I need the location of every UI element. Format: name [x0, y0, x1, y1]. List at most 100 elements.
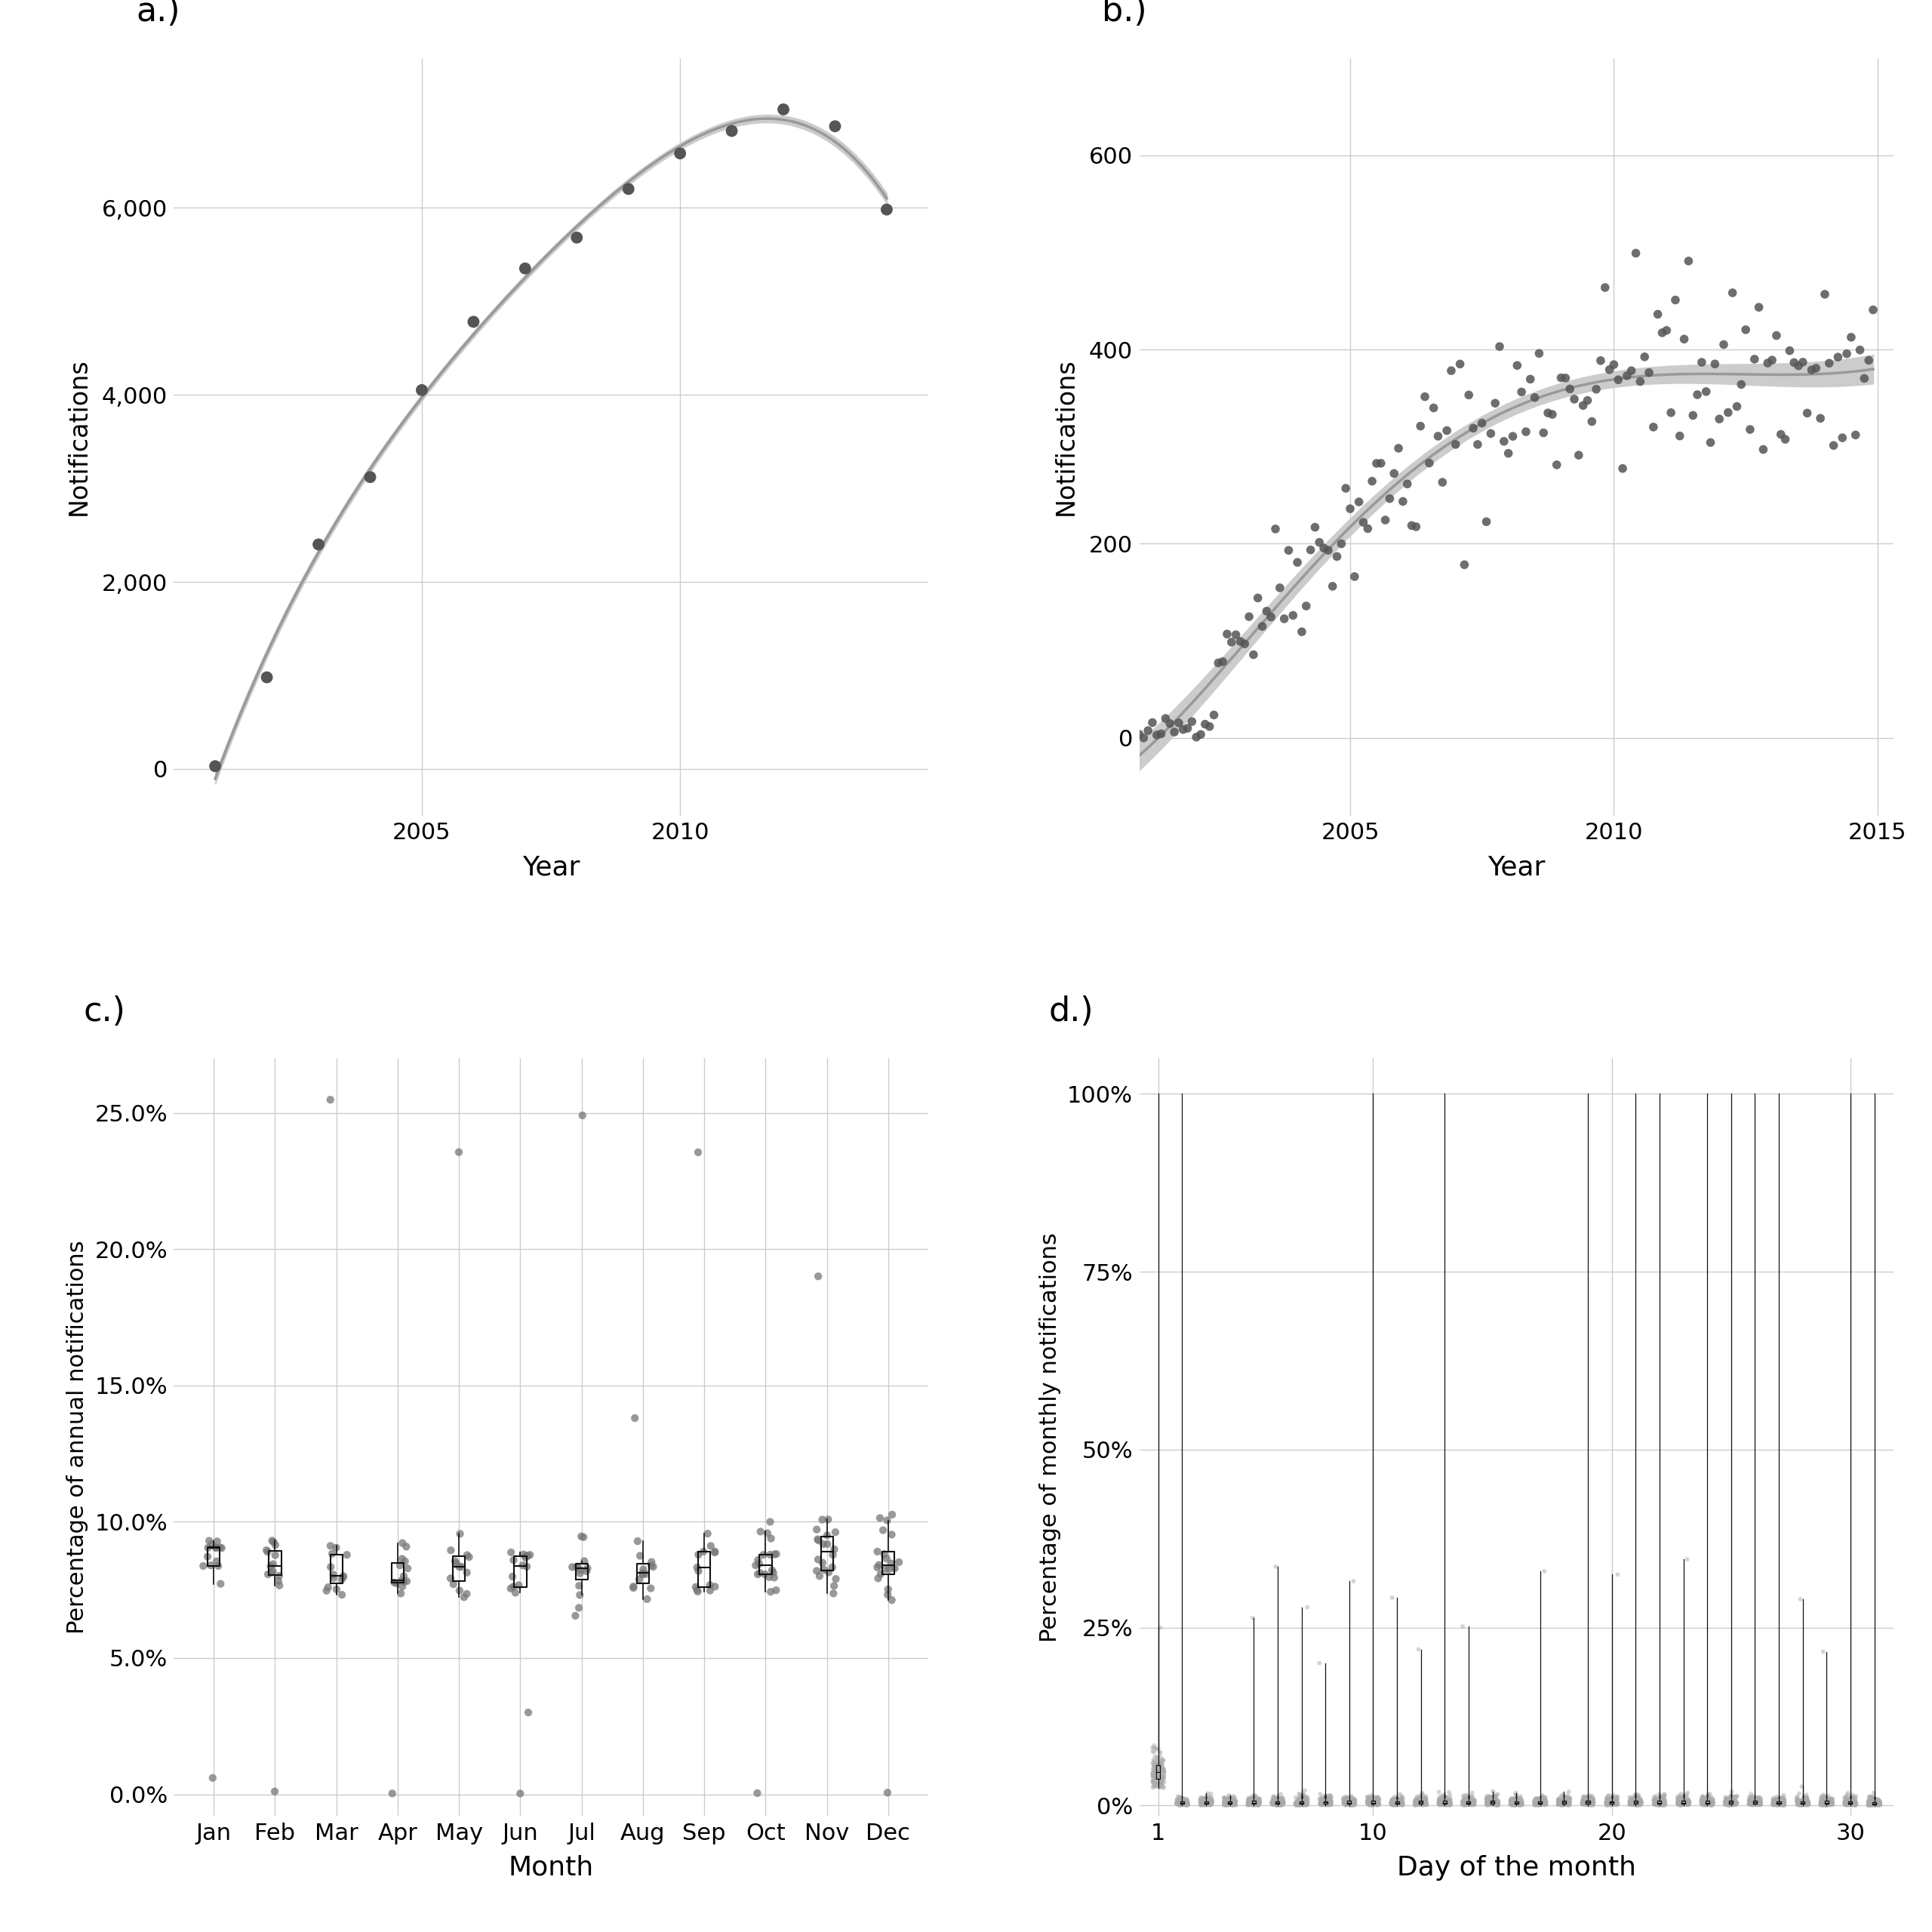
Point: [1551, 1783, 1582, 1814]
Point: [1233, 1789, 1264, 1820]
Point: [1235, 1785, 1265, 1816]
Point: [1209, 1787, 1240, 1818]
Point: [1667, 1781, 1698, 1812]
Point: [1354, 1787, 1385, 1818]
Point: [1687, 1789, 1718, 1820]
Point: [1480, 1787, 1511, 1818]
Point: [1399, 1789, 1430, 1820]
Point: [1648, 1789, 1679, 1820]
Point: [1252, 595, 1283, 626]
Point: [1190, 1781, 1221, 1812]
Point: [1563, 440, 1594, 471]
Point: [1426, 1785, 1457, 1816]
Point: [1167, 1785, 1198, 1816]
Point: [1362, 1781, 1393, 1812]
Point: [813, 1503, 844, 1534]
Point: [1173, 1789, 1204, 1820]
Point: [1457, 1789, 1488, 1820]
Point: [1650, 1779, 1681, 1810]
Point: [1791, 1785, 1822, 1816]
Point: [1573, 1789, 1604, 1820]
Point: [1335, 493, 1366, 524]
Point: [1783, 1785, 1814, 1816]
Point: [1673, 1787, 1704, 1818]
Point: [1233, 1783, 1264, 1814]
Point: [1764, 1787, 1795, 1818]
Point: [195, 1549, 226, 1580]
Point: [1667, 1785, 1698, 1816]
Point: [1428, 1789, 1459, 1820]
Point: [1470, 506, 1501, 537]
Point: [1474, 1785, 1505, 1816]
Point: [1667, 1785, 1698, 1816]
Point: [1721, 390, 1752, 421]
Point: [1209, 1789, 1240, 1820]
Point: [1781, 1785, 1812, 1816]
Point: [1240, 1787, 1271, 1818]
Point: [1503, 1789, 1534, 1820]
Point: [1663, 1787, 1694, 1818]
Point: [1830, 1787, 1861, 1818]
Point: [1522, 1787, 1553, 1818]
Point: [1289, 1787, 1320, 1818]
Point: [1379, 1789, 1410, 1820]
Point: [1791, 1781, 1822, 1812]
Point: [1335, 1789, 1366, 1820]
Point: [1787, 1787, 1818, 1818]
Point: [1331, 1789, 1362, 1820]
Point: [1167, 1787, 1198, 1818]
Point: [1594, 1787, 1625, 1818]
Point: [1648, 1785, 1679, 1816]
Point: [1590, 272, 1621, 303]
Point: [1578, 1783, 1609, 1814]
Point: [1573, 1781, 1604, 1812]
Point: [1503, 1789, 1534, 1820]
Point: [1457, 1787, 1488, 1818]
Point: [263, 1561, 294, 1592]
Point: [1768, 1789, 1799, 1820]
Point: [1804, 404, 1835, 435]
Point: [1474, 1787, 1505, 1818]
Point: [1837, 1783, 1868, 1814]
Point: [1598, 1787, 1629, 1818]
Point: [1646, 1789, 1677, 1820]
Point: [1265, 1787, 1296, 1818]
Point: [1213, 1785, 1244, 1816]
Point: [1192, 1787, 1223, 1818]
Point: [1779, 348, 1810, 379]
Point: [1526, 1783, 1557, 1814]
Point: [1426, 1789, 1457, 1820]
Point: [1331, 1783, 1362, 1814]
Point: [1476, 1787, 1507, 1818]
Point: [1148, 1766, 1179, 1797]
Point: [1352, 1787, 1383, 1818]
Point: [1291, 1789, 1321, 1820]
Point: [1816, 1789, 1847, 1820]
Point: [1797, 354, 1828, 384]
Point: [1211, 1789, 1242, 1820]
Point: [1424, 1787, 1455, 1818]
Point: [1615, 1789, 1646, 1820]
Point: [1140, 1762, 1171, 1793]
Point: [1240, 1781, 1271, 1812]
Point: [1862, 1787, 1893, 1818]
Point: [1832, 1785, 1862, 1816]
Point: [1356, 1789, 1387, 1820]
Point: [1337, 1785, 1368, 1816]
Point: [1364, 1787, 1395, 1818]
Point: [630, 1559, 661, 1590]
Point: [1138, 1764, 1169, 1795]
Point: [1476, 1789, 1507, 1820]
Point: [1281, 1787, 1312, 1818]
Point: [1544, 1787, 1575, 1818]
Point: [1526, 1789, 1557, 1820]
Point: [1739, 1785, 1770, 1816]
Point: [1696, 1781, 1727, 1812]
Point: [1215, 1789, 1246, 1820]
Point: [1410, 1783, 1441, 1814]
Point: [1356, 1787, 1387, 1818]
Point: [1163, 1785, 1194, 1816]
Point: [1667, 1785, 1698, 1816]
Point: [1306, 1787, 1337, 1818]
Point: [1432, 1787, 1463, 1818]
